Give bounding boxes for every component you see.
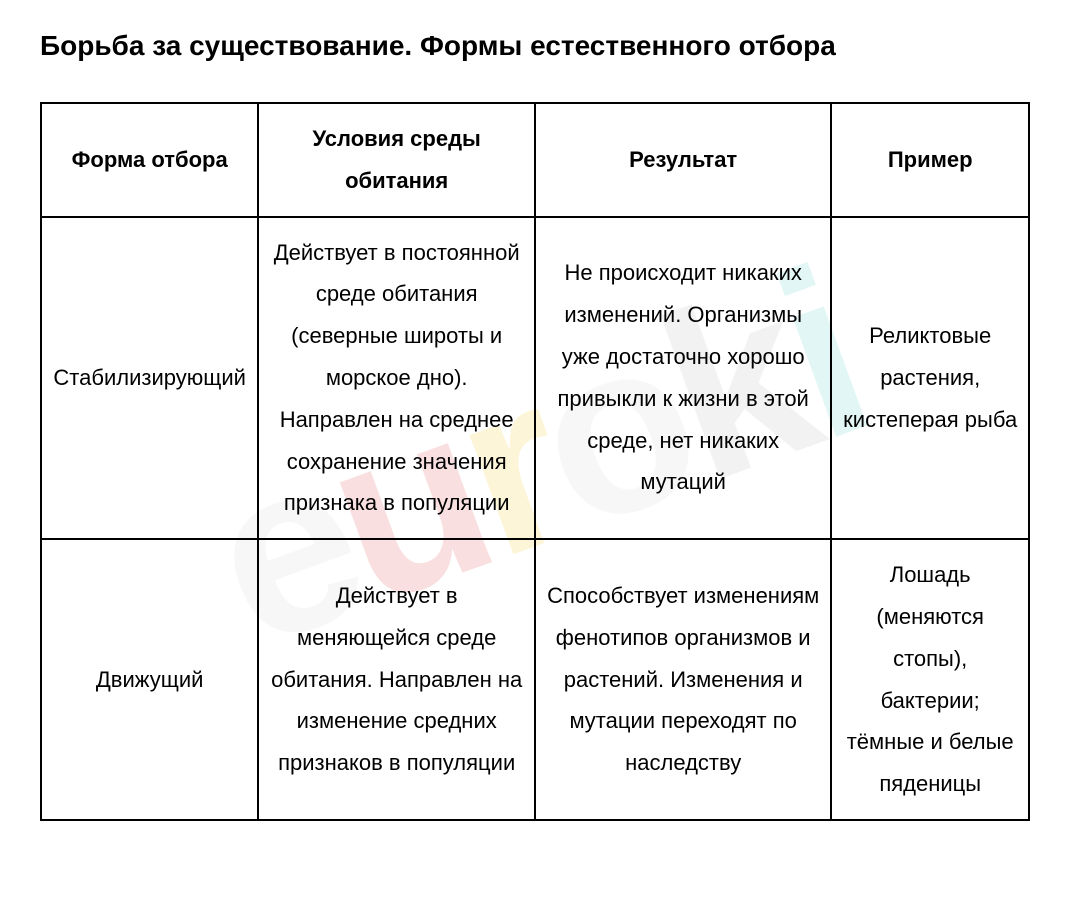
selection-forms-table: Форма отбора Условия среды обитания Резу… (40, 102, 1030, 821)
cell-form: Движущий (41, 539, 258, 820)
column-header-conditions: Условия среды обитания (258, 103, 535, 217)
table-row: Стабилизирующий Действует в постоянной с… (41, 217, 1029, 540)
column-header-result: Результат (535, 103, 831, 217)
cell-result: Способствует изменениям фенотипов органи… (535, 539, 831, 820)
cell-conditions: Действует в меняющейся среде обитания. Н… (258, 539, 535, 820)
column-header-form: Форма отбора (41, 103, 258, 217)
cell-result: Не происходит никаких изменений. Организ… (535, 217, 831, 540)
cell-example: Лошадь (меняются стопы), бактерии; тёмны… (831, 539, 1029, 820)
cell-conditions: Действует в постоянной среде обитания (с… (258, 217, 535, 540)
table-row: Движущий Действует в меняющейся среде об… (41, 539, 1029, 820)
page-title: Борьба за существование. Формы естествен… (40, 30, 1030, 62)
cell-example: Реликтовые растения, кистеперая рыба (831, 217, 1029, 540)
column-header-example: Пример (831, 103, 1029, 217)
table-header-row: Форма отбора Условия среды обитания Резу… (41, 103, 1029, 217)
content-wrapper: Борьба за существование. Формы естествен… (40, 30, 1030, 821)
cell-form: Стабилизирующий (41, 217, 258, 540)
